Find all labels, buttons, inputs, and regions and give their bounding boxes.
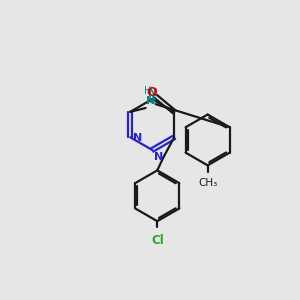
Text: H: H bbox=[149, 95, 156, 105]
Text: H: H bbox=[144, 86, 151, 96]
Text: N: N bbox=[148, 88, 157, 98]
Text: N: N bbox=[146, 97, 156, 106]
Text: O: O bbox=[147, 86, 157, 99]
Text: N: N bbox=[154, 152, 163, 162]
Text: N: N bbox=[133, 133, 142, 143]
Text: Cl: Cl bbox=[151, 233, 164, 247]
Text: CH₃: CH₃ bbox=[198, 178, 217, 188]
